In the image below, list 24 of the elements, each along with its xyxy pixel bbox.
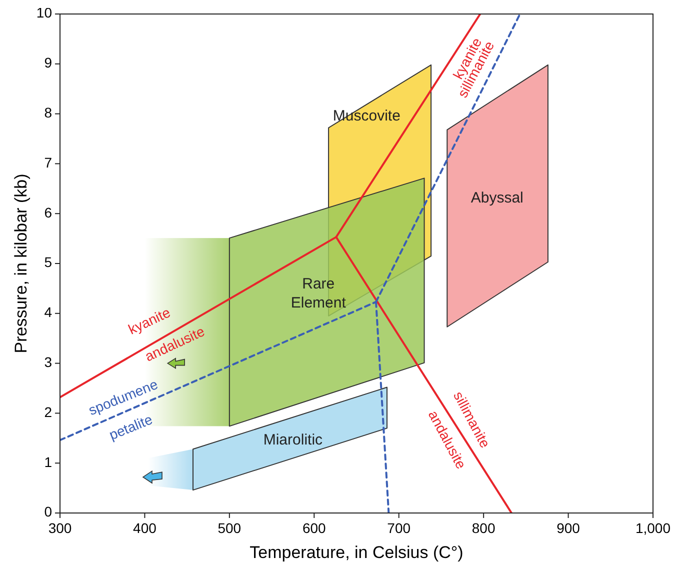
x-tick-label: 900 — [556, 520, 580, 536]
y-tick-label: 4 — [44, 304, 52, 320]
y-tick-label: 6 — [44, 204, 52, 220]
x-tick-label: 400 — [133, 520, 157, 536]
x-tick-label: 500 — [218, 520, 242, 536]
x-axis-title: Temperature, in Celsius (C°) — [250, 543, 464, 562]
series-label: Miarolitic — [263, 432, 324, 449]
y-axis-title: Pressure, in kilobar (kb) — [11, 174, 30, 354]
y-tick-label: 9 — [44, 54, 52, 71]
x-tick-label: 800 — [472, 520, 496, 536]
y-tick-label: 8 — [44, 104, 52, 121]
y-tick-label: 1 — [44, 454, 52, 470]
y-tick-label: 5 — [44, 254, 52, 270]
y-tick-label: 3 — [44, 354, 52, 370]
x-tick-label: 1,000 — [635, 520, 671, 536]
y-tick-label: 0 — [44, 504, 52, 520]
y-tick-label: 2 — [44, 404, 52, 420]
x-tick-label: 600 — [302, 520, 326, 536]
x-tick-label: 700 — [387, 520, 411, 536]
x-tick-label: 300 — [48, 520, 72, 536]
series-label: Abyssal — [470, 190, 524, 207]
y-tick-label: 10 — [36, 4, 52, 21]
series-label: Rare Element — [290, 275, 347, 312]
y-tick-label: 7 — [44, 154, 52, 170]
